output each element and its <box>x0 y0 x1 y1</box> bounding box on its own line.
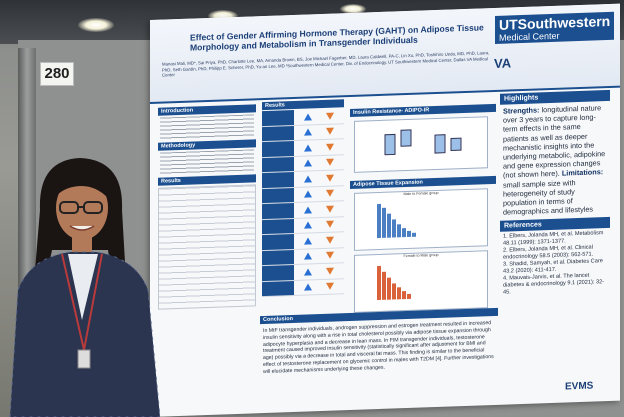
highlights-column: Highlights Strengths: longitudinal natur… <box>500 89 610 414</box>
poster-header: Effect of Gender Affirming Hormone Thera… <box>150 3 620 105</box>
limitations-label: Limitations: <box>561 167 604 179</box>
adipose-histogram-1 <box>377 203 416 238</box>
research-poster: Effect of Gender Affirming Hormone Thera… <box>150 3 620 417</box>
ut-southwestern-logo: UTSouthwestern Medical Center <box>495 11 615 44</box>
references-list: 1. Elbers, Jolanda MH, et al. Metabolism… <box>500 228 610 299</box>
ceiling-light <box>78 18 114 32</box>
reference-item: 4. Mauvais-Jarvis, et al. The lancet dia… <box>503 273 605 297</box>
results-arrow-grid <box>262 108 344 311</box>
presenter-person <box>9 158 161 417</box>
intro-text <box>160 114 254 140</box>
result-row <box>262 278 344 298</box>
conclusion-section: Conclusion In MtF transgender individual… <box>260 307 498 408</box>
adipose-chart-female: Female to Male group <box>354 250 488 313</box>
insulin-chart-svg <box>384 129 462 156</box>
insulin-chart <box>354 116 488 173</box>
board-number: 280 <box>40 62 74 86</box>
left-column: Introduction Methodology Results <box>158 104 256 310</box>
methods-text <box>160 149 254 175</box>
conclusion-text: In MtF transgender individuals, androgen… <box>263 320 494 375</box>
adipose-chart-male: Male to Female group <box>354 188 488 251</box>
ceiling-light <box>340 4 366 14</box>
va-logo: VA <box>494 55 512 71</box>
insulin-heading: Insulin Resistance- ADIPO-IR <box>350 103 496 118</box>
poster-authors: Manasi Mali, MD*, Sai Priya, PhD, Charlo… <box>162 50 490 78</box>
adipose-heading: Adipose Tissue Expansion <box>350 175 496 190</box>
limitations-text: small sample size with heterogeneity of … <box>503 177 594 217</box>
highlights-text: Strengths: longitudinal nature over 3 ye… <box>500 101 610 219</box>
results-table <box>158 184 256 310</box>
poster-title: Effect of Gender Affirming Hormone Thera… <box>190 22 484 53</box>
adipose-histogram-2 <box>377 265 411 300</box>
evms-logo: EVMS <box>565 380 594 393</box>
